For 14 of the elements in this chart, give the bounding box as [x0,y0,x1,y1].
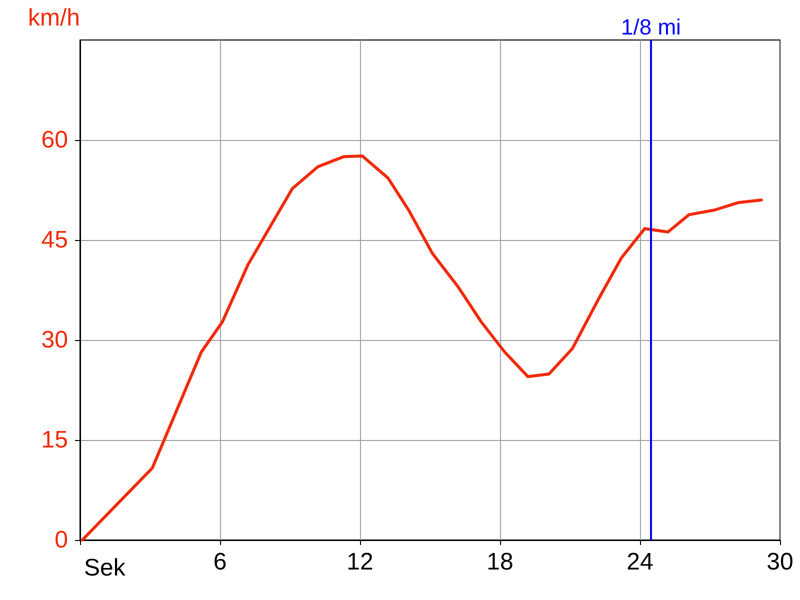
y-tick-label: 0 [54,526,68,554]
x-axis-title: Sek [84,554,126,582]
y-tick-label: 60 [41,126,68,154]
x-tick-label: 18 [486,548,514,576]
x-tick-label: 24 [626,548,654,576]
y-tick-label: 45 [41,226,68,254]
line-series [80,154,763,542]
x-tick-label: 6 [213,548,227,576]
ref-line-label: 1/8 mi [621,14,681,40]
y-axis-title: km/h [28,4,80,32]
y-tick-label: 30 [41,326,68,354]
x-tick-label: 12 [346,548,374,576]
x-tick-label: 30 [766,548,794,576]
y-tick-label: 15 [41,426,68,454]
